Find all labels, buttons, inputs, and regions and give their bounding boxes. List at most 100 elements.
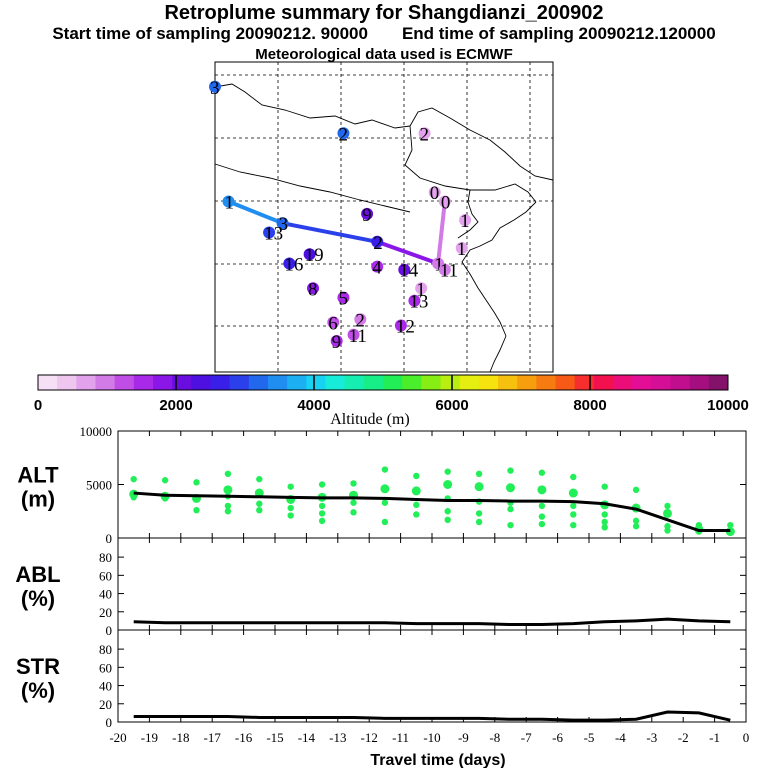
str-ytick-label: 80 [99, 642, 112, 657]
map-coastline-border [409, 107, 554, 181]
xtick-label: -10 [423, 730, 440, 745]
plume-cluster-point [337, 291, 350, 304]
plume-cluster-label: 14 [399, 261, 419, 282]
alt-cluster-point [601, 483, 608, 490]
start-time-label: Start time of sampling 20090212. 90000 [52, 24, 368, 43]
plume-cluster-label: 13 [264, 224, 283, 245]
alt-cluster-point [413, 511, 420, 518]
colorbar-swatch [689, 375, 710, 390]
alt-ytick-label: 0 [106, 531, 113, 546]
colorbar-swatch [574, 375, 595, 390]
colorbar-swatch [555, 375, 576, 390]
plume-cluster-point [418, 127, 431, 140]
str-unit-label: (%) [21, 678, 55, 703]
colorbar-swatch [344, 375, 365, 390]
xtick-label: -9 [458, 730, 469, 745]
colorbar-swatch [210, 375, 231, 390]
abl-series-line [133, 617, 731, 627]
trajectory-day-label: 3 [279, 214, 289, 235]
alt-cluster-point [350, 509, 357, 516]
colorbar-swatch [172, 375, 192, 390]
xtick-label: -11 [392, 730, 409, 745]
alt-cluster-point [443, 480, 453, 489]
colorbar-tick-label: 4000 [297, 397, 330, 414]
alt-cluster-point [568, 488, 578, 498]
alt-cluster-point [664, 527, 671, 534]
xtick-label: -7 [521, 730, 532, 745]
colorbar-swatch [708, 375, 729, 390]
plume-cluster-label: 11 [349, 326, 367, 347]
alt-cluster-point [664, 502, 671, 510]
met-data-label: Meteorological data used is ECMWF [255, 46, 513, 63]
colorbar-swatch [38, 375, 58, 390]
xtick-label: -2 [678, 730, 689, 745]
alt-cluster-point [507, 505, 514, 513]
plume-cluster-label: 1 [457, 239, 467, 260]
colorbar-swatch [478, 375, 499, 390]
plume-cluster-point [347, 328, 360, 341]
alt-cluster-point [475, 470, 483, 477]
alt-cluster-point [287, 504, 294, 512]
colorbar-swatch [363, 375, 384, 390]
alt-cluster-point [287, 512, 294, 519]
colorbar-frame [37, 374, 729, 391]
plume-cluster-point [455, 242, 468, 254]
plume-cluster-point [209, 80, 221, 93]
plume-cluster-label: 12 [396, 317, 415, 338]
plume-cluster-label: 5 [338, 289, 348, 310]
alt-cluster-point [413, 501, 420, 509]
plume-cluster-point [283, 257, 296, 270]
alt-cluster-point [380, 484, 390, 494]
map-coastline-border [457, 189, 479, 239]
alt-cluster-point [601, 518, 608, 526]
trajectory-day-label: 1 [434, 255, 444, 276]
trajectory-point [371, 235, 384, 248]
colorbar-swatch [440, 375, 461, 390]
colorbar-swatch [287, 375, 307, 390]
abl-ytick-label: 20 [99, 605, 112, 620]
colorbar-swatch [248, 375, 269, 390]
trajectory-segment [280, 221, 380, 244]
alt-ytick-label: 5000 [86, 478, 112, 493]
alt-cluster-point [506, 483, 515, 493]
plume-cluster-label: 19 [305, 245, 324, 266]
trajectory-day-label: 2 [373, 233, 383, 254]
alt-panel-frame [117, 430, 747, 539]
trajectory-segment [226, 199, 285, 226]
alt-cluster-point [256, 500, 263, 507]
alt-cluster-point [444, 508, 451, 515]
alt-cluster-point [474, 482, 484, 492]
alt-cluster-point [193, 506, 200, 514]
trajectory-day-label: 0 [441, 193, 451, 214]
plume-cluster-label: 4 [372, 258, 382, 279]
alt-cluster-point [570, 502, 577, 510]
abl-ytick-label: 80 [99, 550, 112, 565]
map-coastline-border [489, 335, 507, 373]
xtick-label: -17 [204, 730, 222, 745]
alt-cluster-point [381, 499, 389, 506]
xtick-label: -5 [584, 730, 595, 745]
plume-cluster-label: 9 [362, 205, 372, 226]
plume-cluster-point [371, 260, 384, 273]
plume-cluster-label: 1 [460, 211, 470, 232]
xtick-label: -20 [109, 730, 126, 745]
plume-cluster-point [408, 294, 421, 307]
abl-ytick-label: 40 [99, 587, 112, 602]
xtick-label: -14 [298, 730, 316, 745]
plume-cluster-point [327, 316, 340, 329]
alt-cluster-point [411, 486, 421, 496]
colorbar-swatch [593, 375, 614, 390]
plume-cluster-point [459, 214, 472, 227]
plume-cluster-label: 3 [210, 78, 220, 99]
plume-cluster-label: 8 [308, 279, 318, 300]
trajectory-segment [375, 239, 441, 266]
plume-cluster-label: 16 [284, 255, 303, 276]
map-coastline-border [214, 163, 411, 213]
alt-cluster-point [350, 499, 357, 506]
map-coastline-border [404, 125, 537, 203]
alt-cluster-point [223, 485, 233, 495]
alt-cluster-point [632, 517, 640, 525]
plume-cluster-label: 2 [420, 124, 430, 145]
xtick-label: -16 [235, 730, 253, 745]
alt-cluster-point [318, 510, 326, 517]
